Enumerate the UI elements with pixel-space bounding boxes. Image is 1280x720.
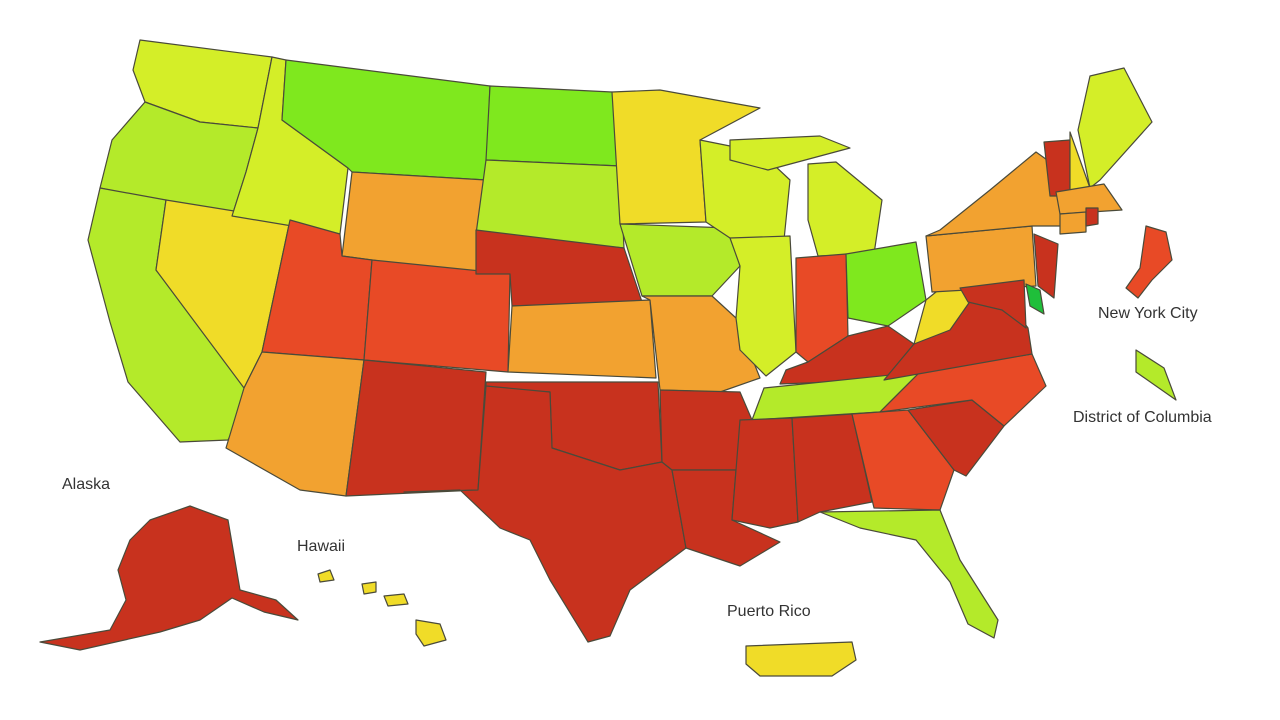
state-alaska[interactable] [39, 505, 299, 651]
state-michigan-lower[interactable] [807, 161, 883, 257]
state-north-dakota[interactable] [485, 85, 621, 167]
state-massachusetts[interactable] [1055, 183, 1123, 215]
state-kansas[interactable] [507, 299, 657, 379]
state-ohio[interactable] [845, 241, 927, 327]
state-new-mexico[interactable] [345, 359, 487, 497]
label-hawaii: Hawaii [297, 538, 346, 555]
state-maryland[interactable] [959, 279, 1027, 329]
state-connecticut[interactable] [1059, 211, 1087, 235]
state-texas[interactable] [403, 385, 687, 643]
island-puerto-rico[interactable] [745, 641, 857, 677]
state-delaware[interactable] [1025, 283, 1045, 315]
state-illinois[interactable] [729, 235, 797, 377]
island-hawaii-1[interactable] [317, 569, 335, 583]
state-michigan[interactable] [729, 135, 851, 171]
state-alabama[interactable] [791, 413, 873, 523]
state-kentucky[interactable] [779, 325, 915, 385]
label-puerto-rico: Puerto Rico [727, 603, 811, 620]
island-hawaii-2[interactable] [361, 581, 377, 595]
label-district-of-columbia: District of Columbia [1073, 409, 1212, 426]
state-colorado[interactable] [363, 259, 511, 373]
island-hawaii-4[interactable] [415, 619, 447, 647]
state-rhode-island[interactable] [1085, 207, 1099, 227]
state-mississippi[interactable] [731, 417, 799, 529]
label-alaska: Alaska [62, 476, 111, 493]
state-maine[interactable] [1077, 67, 1153, 189]
state-missouri[interactable] [641, 295, 761, 393]
inset-district-of-columbia[interactable] [1135, 349, 1177, 401]
island-hawaii-3[interactable] [383, 593, 409, 607]
state-new-york[interactable] [925, 151, 1067, 237]
state-iowa[interactable] [619, 223, 741, 297]
state-georgia[interactable] [851, 409, 955, 511]
state-new-jersey[interactable] [1033, 233, 1059, 299]
label-new-york-city: New York City [1098, 305, 1198, 322]
state-florida[interactable] [819, 509, 999, 639]
inset-new-york-city[interactable] [1125, 225, 1173, 299]
